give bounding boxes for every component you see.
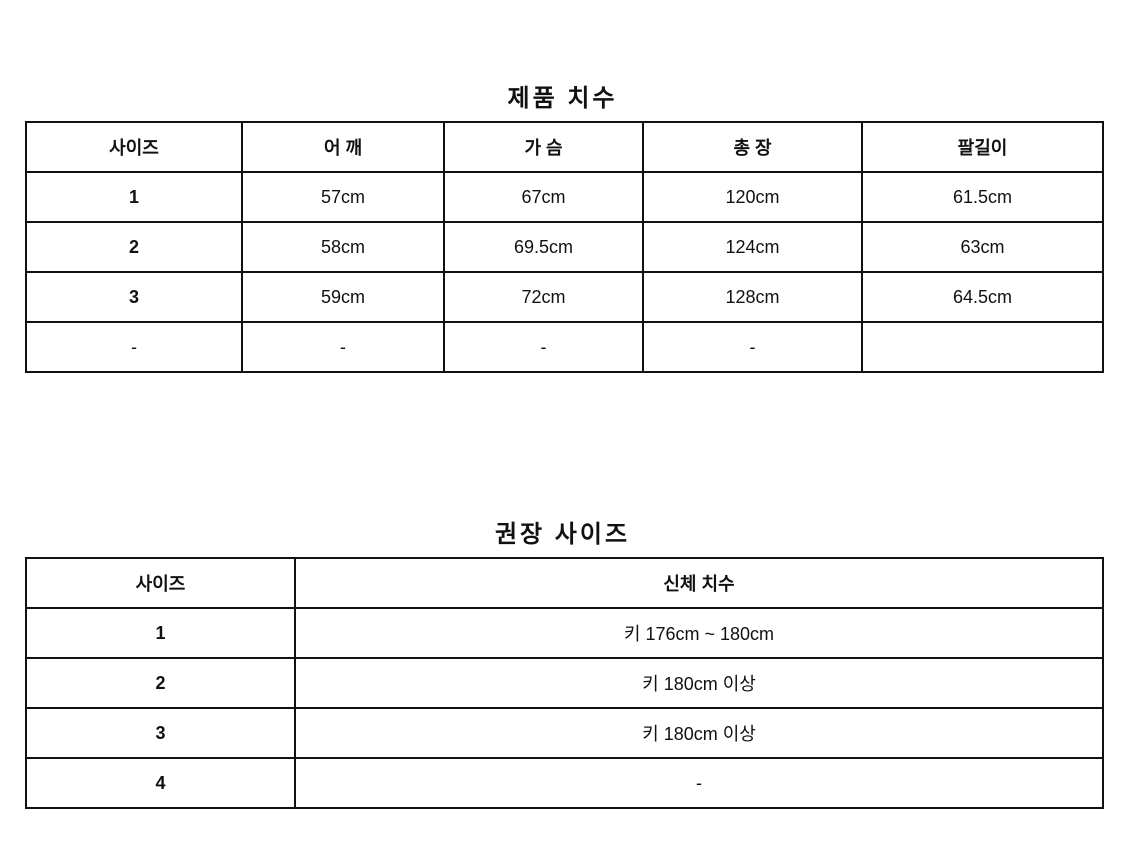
product-size-table: 사이즈 어 깨 가 슴 총 장 팔길이 1 57cm 67cm 120cm 61…: [25, 121, 1104, 373]
cell: 키 176cm ~ 180cm: [294, 607, 1104, 659]
cell: 120cm: [642, 171, 863, 223]
cell: -: [294, 757, 1104, 809]
table-header-row: 사이즈 어 깨 가 슴 총 장 팔길이: [25, 121, 1104, 173]
header-shoulder: 어 깨: [241, 121, 445, 173]
cell: 57cm: [241, 171, 445, 223]
table-row: 2 키 180cm 이상: [25, 657, 1104, 709]
cell: -: [241, 321, 445, 373]
cell: 1: [25, 171, 243, 223]
header-body-measurement: 신체 치수: [294, 557, 1104, 609]
cell: 3: [25, 707, 296, 759]
header-length: 총 장: [642, 121, 863, 173]
table-row: 3 59cm 72cm 128cm 64.5cm: [25, 271, 1104, 323]
cell: 1: [25, 607, 296, 659]
table-row: 2 58cm 69.5cm 124cm 63cm: [25, 221, 1104, 273]
cell: [861, 321, 1104, 373]
table-header-row: 사이즈 신체 치수: [25, 557, 1104, 609]
cell: 키 180cm 이상: [294, 657, 1104, 709]
product-size-title: 제품 치수: [507, 85, 618, 112]
recommended-size-title: 권장 사이즈: [494, 521, 631, 548]
cell: 63cm: [861, 221, 1104, 273]
cell: 3: [25, 271, 243, 323]
cell: 128cm: [642, 271, 863, 323]
cell: 69.5cm: [443, 221, 644, 273]
table-row: 1 57cm 67cm 120cm 61.5cm: [25, 171, 1104, 223]
cell: 2: [25, 657, 296, 709]
table-row: 1 키 176cm ~ 180cm: [25, 607, 1104, 659]
header-chest: 가 슴: [443, 121, 644, 173]
cell: 61.5cm: [861, 171, 1104, 223]
cell: 59cm: [241, 271, 445, 323]
table-row: 4 -: [25, 757, 1104, 809]
cell: 64.5cm: [861, 271, 1104, 323]
cell: -: [443, 321, 644, 373]
cell: 4: [25, 757, 296, 809]
table-row: 3 키 180cm 이상: [25, 707, 1104, 759]
cell: 67cm: [443, 171, 644, 223]
cell: 58cm: [241, 221, 445, 273]
cell: 124cm: [642, 221, 863, 273]
cell: 72cm: [443, 271, 644, 323]
header-size: 사이즈: [25, 121, 243, 173]
table-row: - - - -: [25, 321, 1104, 373]
cell: -: [25, 321, 243, 373]
header-size: 사이즈: [25, 557, 296, 609]
cell: 키 180cm 이상: [294, 707, 1104, 759]
header-sleeve: 팔길이: [861, 121, 1104, 173]
cell: 2: [25, 221, 243, 273]
cell: -: [642, 321, 863, 373]
recommended-size-table: 사이즈 신체 치수 1 키 176cm ~ 180cm 2 키 180cm 이상…: [25, 557, 1104, 809]
